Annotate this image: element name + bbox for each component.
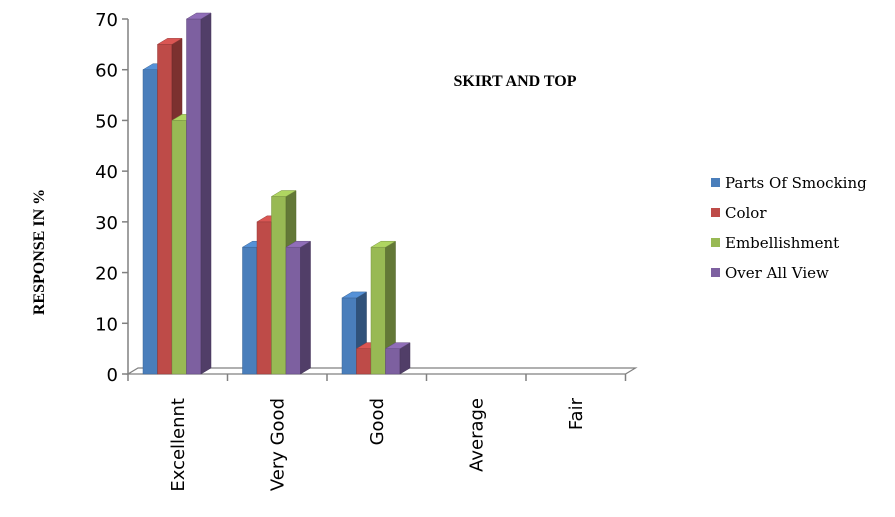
legend: Parts Of Smocking Color Embellishment Over … <box>711 174 867 282</box>
bar-side-face <box>300 240 311 375</box>
bar-top-face <box>270 190 297 197</box>
y-tick-label: 30 <box>95 213 118 234</box>
legend-label: Color <box>725 204 767 222</box>
legend-swatch <box>711 238 720 247</box>
bar-front-face <box>341 297 357 375</box>
chart-title: SKIRT AND TOP <box>453 73 576 90</box>
bar-front-face <box>370 246 386 375</box>
bar-embellishment <box>370 240 397 375</box>
x-category-label: Excellennt <box>168 398 189 492</box>
bar-top-face <box>384 342 411 349</box>
y-tick-label: 60 <box>95 61 118 82</box>
bar-over-all-view <box>285 240 312 375</box>
bar-top-face <box>185 12 212 20</box>
x-category-label: Good <box>367 398 388 445</box>
y-tick-label: 70 <box>95 10 118 31</box>
y-tick-label: 20 <box>95 264 118 285</box>
x-category-label: Average <box>466 398 487 472</box>
bar-front-face <box>186 18 202 375</box>
bar-top-face <box>370 240 397 248</box>
y-tick-label: 10 <box>95 314 118 335</box>
bars-layer <box>142 12 411 375</box>
bar-side-face <box>200 12 212 375</box>
bar-front-face <box>271 196 287 375</box>
bar-top-face <box>341 291 368 299</box>
bar-front-face <box>356 348 372 375</box>
y-axis-label: RESPONSE IN % <box>31 189 48 315</box>
legend-label: Over All View <box>725 264 829 282</box>
legend-swatch <box>711 268 720 277</box>
bar-front-face <box>142 69 158 375</box>
legend-swatch <box>711 178 720 187</box>
y-tick-label: 50 <box>95 111 118 132</box>
bar-over-all-view <box>185 12 212 375</box>
bar-front-face <box>256 221 272 375</box>
bar-top-face <box>156 38 183 45</box>
x-category-label: Fair <box>566 397 587 430</box>
y-tick-label: 0 <box>107 365 118 386</box>
y-tick-label: 40 <box>95 162 118 183</box>
legend-label: Parts Of Smocking <box>725 174 867 192</box>
bar-top-face <box>285 240 312 248</box>
bar-front-face <box>385 348 401 375</box>
bar-front-face <box>242 246 258 375</box>
bar-front-face <box>171 120 187 375</box>
legend-label: Embellishment <box>725 234 839 252</box>
bar-front-face <box>157 44 173 375</box>
legend-swatch <box>711 208 720 217</box>
x-category-label: Very Good <box>267 398 288 491</box>
bar-front-face <box>285 246 301 375</box>
bar-over-all-view <box>384 342 411 375</box>
